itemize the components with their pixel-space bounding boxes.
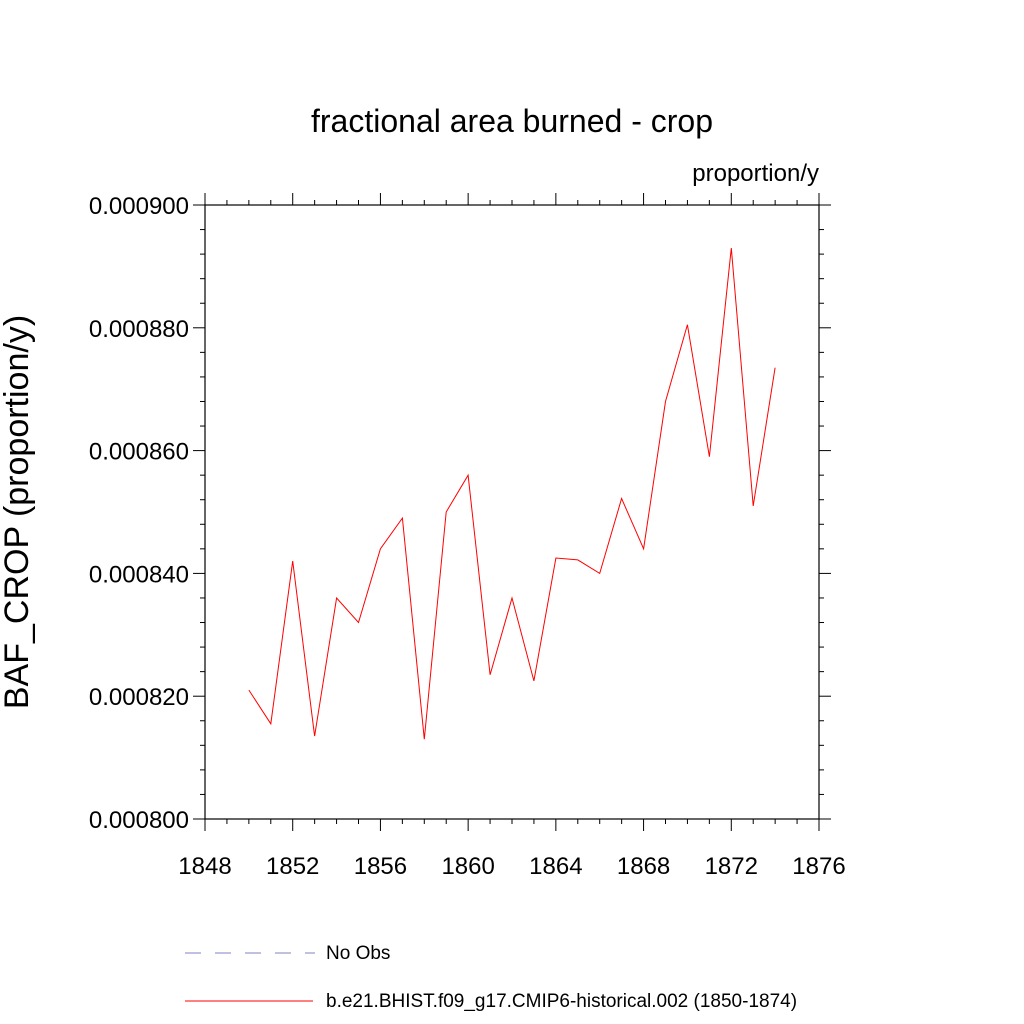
units-label: proportion/y (692, 160, 819, 187)
x-tick-label: 1856 (354, 853, 407, 880)
y-tick-label: 0.000840 (89, 561, 189, 588)
series-lines (248, 247, 776, 740)
y-axis-label: BAF_CROP (proportion/y) (0, 315, 36, 709)
x-tick-label: 1868 (617, 853, 670, 880)
x-tick-label: 1860 (441, 853, 494, 880)
y-tick-labels: 0.000800 0.000820 0.000840 0.000860 0.000880… (89, 193, 189, 834)
x-tick-label: 1872 (705, 853, 758, 880)
x-tick-labels: 1848 1852 1856 1860 1864 1868 1872 1876 (178, 853, 845, 880)
legend-label-historical: b.e21.BHIST.f09_g17.CMIP6-historical.002… (326, 991, 797, 1012)
y-tick-label: 0.000880 (89, 316, 189, 343)
x-tick-label: 1876 (792, 853, 845, 880)
y-tick-label: 0.000820 (89, 684, 189, 711)
x-tick-label: 1864 (529, 853, 582, 880)
legend-label-no-obs: No Obs (326, 943, 390, 964)
tick-marks (193, 193, 831, 831)
chart-title: fractional area burned - crop (311, 103, 713, 139)
legend: No Obs b.e21.BHIST.f09_g17.CMIP6-histori… (185, 943, 797, 1012)
y-tick-label: 0.000800 (89, 807, 189, 834)
x-tick-label: 1848 (178, 853, 231, 880)
y-tick-label: 0.000860 (89, 439, 189, 466)
plot-frame (204, 204, 820, 820)
x-tick-label: 1852 (266, 853, 319, 880)
y-tick-label: 0.000900 (89, 193, 189, 220)
series-line-1 (248, 247, 776, 740)
